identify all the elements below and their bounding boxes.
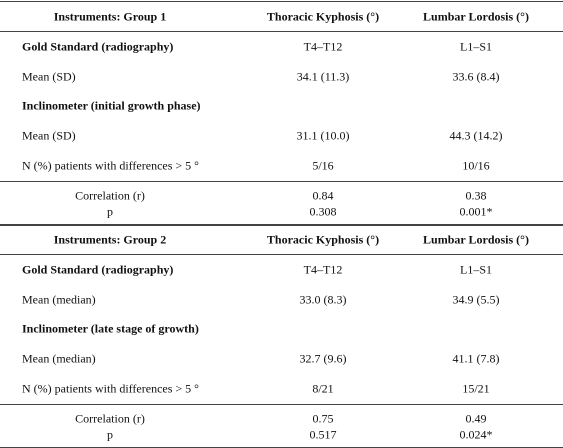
stat-cell: 0.024* xyxy=(459,427,493,442)
stat-cell: Correlation (r) xyxy=(75,411,145,426)
cell: 34.9 (5.5) xyxy=(452,292,500,307)
stat-cell: 0.001* xyxy=(459,204,493,219)
cell: 33.0 (8.3) xyxy=(299,292,347,307)
stat-cell: 0.517 xyxy=(309,427,337,442)
row-label: Mean (median) xyxy=(22,351,96,366)
stat-cell: 0.38 xyxy=(465,188,487,203)
cell: T4–T12 xyxy=(303,262,343,277)
cell: 41.1 (7.8) xyxy=(452,351,500,366)
row-label: Mean (median) xyxy=(22,292,96,307)
header-cell: Thoracic Kyphosis (°) xyxy=(266,9,380,24)
cell: 44.3 (14.2) xyxy=(449,128,503,143)
section-label: Gold Standard (radiography) xyxy=(22,39,174,54)
row-label: Mean (SD) xyxy=(22,128,76,143)
cell: 10/16 xyxy=(462,158,490,173)
header-cell: Thoracic Kyphosis (°) xyxy=(266,232,380,247)
rule xyxy=(0,1,563,2)
cell: 8/21 xyxy=(312,381,334,396)
cell: 31.1 (10.0) xyxy=(296,128,350,143)
section-label: Gold Standard (radiography) xyxy=(22,262,174,277)
row-label: N (%) patients with differences > 5 ° xyxy=(22,158,199,173)
rule xyxy=(0,224,563,226)
section-label: Inclinometer (initial growth phase) xyxy=(22,98,201,113)
rule xyxy=(0,404,563,405)
cell: 33.6 (8.4) xyxy=(452,69,500,84)
stat-cell: 0.49 xyxy=(465,411,487,426)
row-label: Mean (SD) xyxy=(22,69,76,84)
header-cell: Lumbar Lordosis (°) xyxy=(423,232,529,247)
row-label: N (%) patients with differences > 5 ° xyxy=(22,381,199,396)
stat-cell: 0.75 xyxy=(312,411,334,426)
cell: 15/21 xyxy=(462,381,490,396)
header-cell: Instruments: Group 1 xyxy=(53,9,167,24)
header-cell: Instruments: Group 2 xyxy=(53,232,167,247)
stat-cell: p xyxy=(107,427,113,442)
rule xyxy=(0,31,563,32)
stat-cell: Correlation (r) xyxy=(75,188,145,203)
cell: 32.7 (9.6) xyxy=(299,351,347,366)
header-cell: Lumbar Lordosis (°) xyxy=(423,9,529,24)
rule xyxy=(0,254,563,255)
section-label: Inclinometer (late stage of growth) xyxy=(22,321,199,336)
stat-cell: 0.84 xyxy=(312,188,334,203)
cell: T4–T12 xyxy=(303,39,343,54)
cell: 34.1 (11.3) xyxy=(296,69,350,84)
cell: 5/16 xyxy=(312,158,334,173)
stat-cell: 0.308 xyxy=(309,204,337,219)
rule xyxy=(0,181,563,182)
stat-cell: p xyxy=(107,204,113,219)
cell: L1–S1 xyxy=(459,262,493,277)
cell: L1–S1 xyxy=(459,39,493,54)
